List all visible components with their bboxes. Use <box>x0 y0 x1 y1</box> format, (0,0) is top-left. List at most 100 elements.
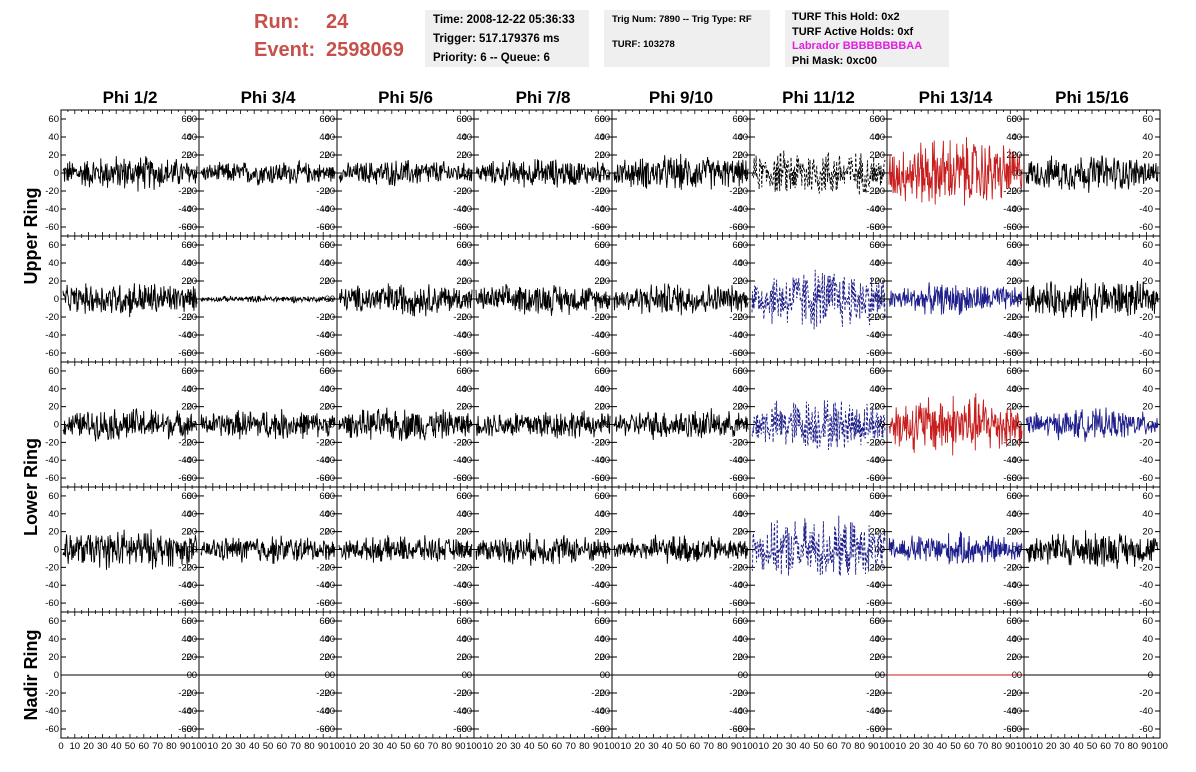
y-tick-label: 20 <box>594 652 605 663</box>
y-tick-label: 20 <box>1011 276 1022 287</box>
x-tick-label: 90 <box>1005 741 1016 752</box>
y-tick-label: 0 <box>54 670 59 681</box>
y-tick-label: -60 <box>1139 348 1153 359</box>
y-tick-label: 20 <box>48 527 59 538</box>
x-tick-label: 30 <box>235 741 246 752</box>
y-tick-label: -40 <box>178 204 192 215</box>
y-tick-label: 40 <box>324 132 335 143</box>
y-tick-label: 60 <box>599 240 610 251</box>
y-tick-label: -20 <box>596 688 610 699</box>
y-tick-label: 20 <box>869 150 880 161</box>
y-tick-label: -20 <box>45 437 59 448</box>
y-tick-label: -60 <box>178 724 192 735</box>
x-tick-label: 100 <box>1016 741 1032 752</box>
y-tick-label: 40 <box>181 258 192 269</box>
x-tick-label: 30 <box>373 741 384 752</box>
y-tick-label: -40 <box>734 204 748 215</box>
y-tick-label: -40 <box>321 706 335 717</box>
x-tick-label: 40 <box>387 741 398 752</box>
panel-frame <box>749 109 888 237</box>
y-tick-label: 60 <box>594 616 605 627</box>
y-tick-label: -60 <box>458 724 472 735</box>
y-tick-label: -60 <box>316 222 330 233</box>
y-tick-label: 60 <box>186 114 197 125</box>
y-tick-label: 40 <box>737 634 748 645</box>
run-label: Run: <box>254 11 300 33</box>
y-tick-label: -60 <box>453 473 467 484</box>
y-tick-label: 60 <box>48 240 59 251</box>
waveform-line <box>1025 278 1159 321</box>
y-tick-label: -20 <box>866 562 880 573</box>
x-tick-label: 50 <box>950 741 961 752</box>
y-tick-label: -40 <box>591 455 605 466</box>
y-tick-label: -40 <box>1139 580 1153 591</box>
y-tick-label: 20 <box>319 276 330 287</box>
y-tick-label: 20 <box>461 527 472 538</box>
x-tick-label: 50 <box>400 741 411 752</box>
x-tick-label: 80 <box>441 741 452 752</box>
y-tick-label: 40 <box>48 132 59 143</box>
y-tick-label: 60 <box>737 240 748 251</box>
y-tick-label: -40 <box>183 204 197 215</box>
y-tick-label: -40 <box>458 455 472 466</box>
y-tick-label: -60 <box>596 724 610 735</box>
waveform-line <box>338 535 473 563</box>
trig-info-box: Trig Num: 7890 -- Trig Type: RF TURF: 10… <box>604 10 770 67</box>
y-tick-label: 60 <box>456 491 467 502</box>
y-tick-label: 40 <box>461 634 472 645</box>
y-tick-label: -40 <box>45 330 59 341</box>
x-tick-label: 30 <box>648 741 659 752</box>
y-tick-label: 60 <box>599 616 610 627</box>
x-tick-label: 70 <box>428 741 439 752</box>
y-tick-label: 60 <box>319 366 330 377</box>
x-tick-label: 10 <box>895 741 906 752</box>
y-tick-label: -20 <box>316 437 330 448</box>
y-tick-label: 0 <box>54 545 59 556</box>
y-tick-label: -40 <box>45 706 59 717</box>
y-tick-label: -40 <box>729 580 743 591</box>
y-tick-label: -20 <box>1008 312 1022 323</box>
y-tick-label: -40 <box>178 706 192 717</box>
y-tick-label: 20 <box>732 402 743 413</box>
y-tick-label: 20 <box>737 150 748 161</box>
y-tick-label: -60 <box>591 598 605 609</box>
y-tick-label: 40 <box>732 132 743 143</box>
waveform-line <box>613 408 749 440</box>
y-tick-label: -40 <box>316 204 330 215</box>
waveform-line <box>200 408 336 440</box>
waveform-line <box>338 407 473 442</box>
y-tick-label: 20 <box>1142 527 1153 538</box>
y-tick-label: 20 <box>48 276 59 287</box>
time-text: Time: 2008-12-22 05:36:33 <box>433 14 575 26</box>
y-tick-label: -20 <box>734 186 748 197</box>
y-tick-label: 20 <box>599 402 610 413</box>
y-tick-label: 20 <box>181 527 192 538</box>
y-tick-label: 40 <box>594 132 605 143</box>
y-tick-label: -40 <box>178 455 192 466</box>
y-tick-label: 0 <box>880 168 885 179</box>
y-tick-label: -40 <box>729 455 743 466</box>
x-tick-label: 20 <box>496 741 507 752</box>
y-tick-label: -60 <box>453 222 467 233</box>
y-tick-label: 60 <box>181 240 192 251</box>
y-tick-label: -20 <box>458 437 472 448</box>
y-tick-label: 20 <box>461 652 472 663</box>
y-tick-label: -40 <box>316 580 330 591</box>
y-tick-label: -60 <box>729 473 743 484</box>
y-tick-label: -40 <box>316 706 330 717</box>
y-tick-label: 40 <box>1006 509 1017 520</box>
y-tick-label: 40 <box>181 132 192 143</box>
y-tick-label: 0 <box>738 545 743 556</box>
y-tick-label: 0 <box>467 545 472 556</box>
x-tick-label: 60 <box>827 741 838 752</box>
column-title: Phi 1/2 <box>103 88 158 107</box>
x-tick-label: 90 <box>593 741 604 752</box>
run-row: Run: 24 <box>254 8 404 36</box>
y-tick-label: -40 <box>591 706 605 717</box>
y-tick-label: -40 <box>458 330 472 341</box>
x-tick-label: 60 <box>414 741 425 752</box>
y-tick-label: 20 <box>732 276 743 287</box>
y-tick-label: 0 <box>325 545 330 556</box>
y-tick-label: 20 <box>599 276 610 287</box>
